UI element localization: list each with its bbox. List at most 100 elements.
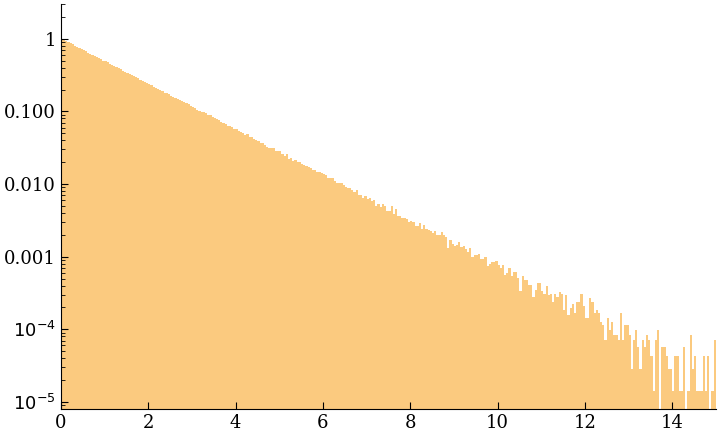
Bar	[544, 293, 546, 436]
Bar	[349, 188, 351, 436]
Bar	[320, 173, 323, 436]
Bar	[189, 106, 192, 436]
Bar	[644, 347, 646, 436]
Bar	[589, 298, 591, 436]
Bar	[618, 340, 620, 436]
Bar	[539, 283, 541, 436]
Bar	[257, 141, 260, 436]
Bar	[408, 222, 410, 436]
Bar	[273, 148, 275, 436]
Bar	[72, 44, 74, 436]
Bar	[472, 257, 474, 436]
Bar	[438, 235, 441, 436]
Bar	[639, 369, 642, 436]
Bar	[460, 247, 462, 436]
Bar	[587, 318, 589, 436]
Bar	[482, 259, 485, 436]
Bar	[661, 347, 663, 436]
Bar	[282, 154, 284, 436]
Bar	[255, 140, 257, 436]
Bar	[458, 242, 460, 436]
Bar	[445, 237, 447, 436]
Bar	[109, 64, 111, 436]
Bar	[421, 229, 423, 436]
Bar	[115, 67, 117, 436]
Bar	[705, 391, 707, 436]
Bar	[292, 161, 294, 436]
Bar	[474, 255, 476, 436]
Bar	[462, 246, 465, 436]
Bar	[185, 103, 187, 436]
Bar	[519, 291, 521, 436]
Bar	[343, 185, 345, 436]
Bar	[336, 183, 338, 436]
Bar	[574, 313, 576, 436]
Bar	[61, 39, 63, 436]
Bar	[330, 178, 332, 436]
Bar	[310, 168, 312, 436]
Bar	[159, 90, 161, 436]
Bar	[668, 369, 670, 436]
Bar	[266, 146, 269, 436]
Bar	[563, 310, 565, 436]
Bar	[400, 216, 402, 436]
Bar	[637, 347, 639, 436]
Bar	[533, 296, 535, 436]
Bar	[694, 356, 696, 436]
Bar	[138, 78, 140, 436]
Bar	[616, 334, 618, 436]
Bar	[633, 340, 635, 436]
Bar	[373, 201, 375, 436]
Bar	[476, 255, 478, 436]
Bar	[657, 330, 659, 436]
Bar	[402, 218, 404, 436]
Bar	[133, 76, 135, 436]
Bar	[150, 85, 153, 436]
Bar	[382, 204, 384, 436]
Bar	[323, 174, 325, 436]
Bar	[235, 129, 238, 436]
Bar	[338, 184, 341, 436]
Bar	[203, 112, 205, 436]
Bar	[305, 166, 307, 436]
Bar	[163, 93, 166, 436]
Bar	[530, 285, 533, 436]
Bar	[415, 226, 417, 436]
Bar	[605, 340, 607, 436]
Bar	[142, 81, 144, 436]
Bar	[454, 246, 456, 436]
Bar	[404, 218, 406, 436]
Bar	[144, 82, 146, 436]
Bar	[698, 391, 701, 436]
Bar	[679, 391, 681, 436]
Bar	[611, 322, 613, 436]
Bar	[248, 136, 251, 436]
Bar	[379, 207, 382, 436]
Bar	[286, 154, 288, 436]
Bar	[646, 334, 648, 436]
Bar	[216, 119, 218, 436]
Bar	[688, 391, 690, 436]
Bar	[663, 347, 665, 436]
Bar	[537, 283, 539, 436]
Bar	[395, 209, 397, 436]
Bar	[508, 268, 510, 436]
Bar	[392, 214, 395, 436]
Bar	[478, 254, 480, 436]
Bar	[517, 278, 519, 436]
Bar	[559, 292, 561, 436]
Bar	[120, 69, 122, 436]
Bar	[81, 49, 83, 436]
Bar	[631, 369, 633, 436]
Bar	[434, 232, 436, 436]
Bar	[410, 221, 413, 436]
Bar	[242, 133, 244, 436]
Bar	[585, 318, 587, 436]
Bar	[85, 51, 87, 436]
Bar	[107, 62, 109, 436]
Bar	[87, 53, 89, 436]
Bar	[417, 226, 419, 436]
Bar	[227, 126, 229, 436]
Bar	[222, 123, 225, 436]
Bar	[83, 50, 85, 436]
